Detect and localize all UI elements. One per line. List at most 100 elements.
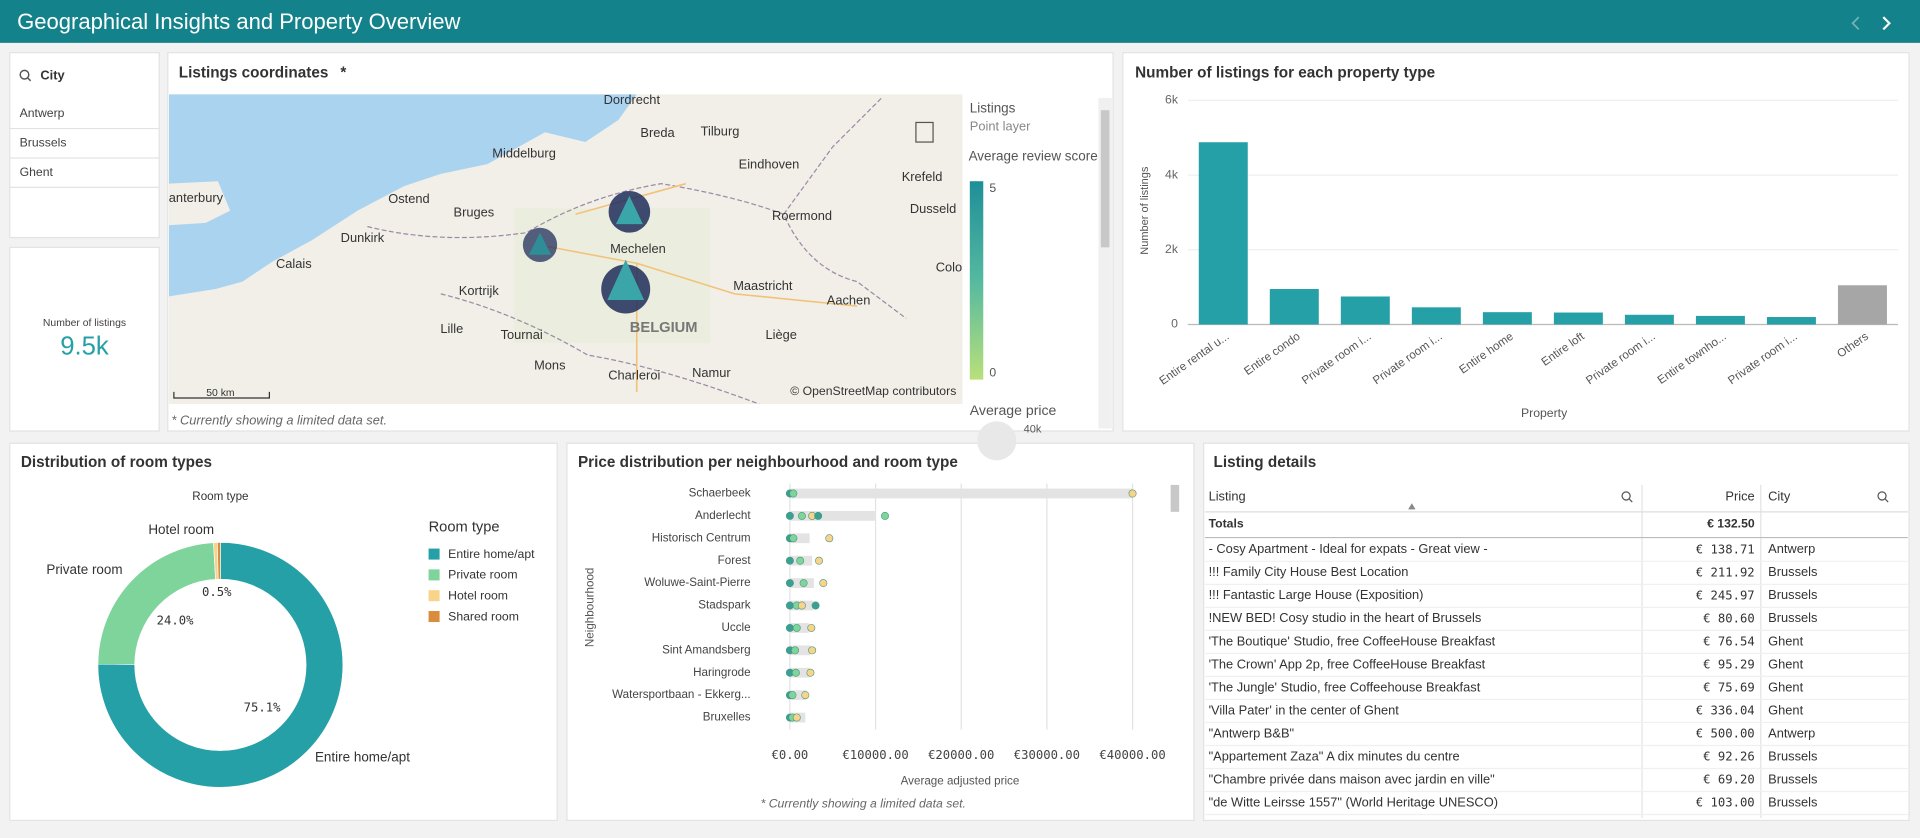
cell[interactable]: !NEW BED! Cosy studio in the heart of Br…	[1209, 610, 1482, 625]
bar[interactable]	[1482, 312, 1532, 325]
cell[interactable]: - Cosy Apartment - Ideal for expats - Gr…	[1209, 541, 1488, 556]
search-icon[interactable]	[19, 69, 30, 80]
dot[interactable]	[825, 534, 834, 543]
filter-item[interactable]: Brussels	[20, 135, 67, 149]
y-tick-label: Uccle	[722, 621, 751, 634]
cell: Brussels	[1768, 564, 1817, 579]
search-icon[interactable]	[1621, 491, 1631, 501]
dot[interactable]	[806, 668, 815, 677]
bar[interactable]	[1837, 285, 1887, 325]
cell[interactable]: !!! Fantastic Large House (Exposition)	[1209, 587, 1424, 602]
legend-label[interactable]: Shared room	[448, 609, 519, 623]
place-label: anterbury	[169, 190, 224, 205]
place-label: Namur	[692, 365, 731, 380]
y-tick-label: Schaerbeek	[689, 487, 751, 500]
dot[interactable]	[1128, 489, 1137, 498]
dot[interactable]	[881, 511, 889, 520]
dot[interactable]	[792, 623, 801, 632]
cell[interactable]: 'The Boutique' Studio, free CoffeeHouse …	[1209, 633, 1496, 648]
dot[interactable]	[799, 579, 808, 588]
dot[interactable]	[807, 623, 816, 632]
scrollbar-thumb[interactable]	[1100, 110, 1110, 248]
cell: Antwerp	[1768, 541, 1815, 556]
cell: € 75.69	[1703, 680, 1755, 694]
map[interactable]: Dordrecht Breda Tilburg Middelburg Eindhoven…	[169, 92, 963, 405]
dot[interactable]	[808, 646, 817, 655]
dot[interactable]	[819, 579, 828, 588]
search-icon[interactable]	[1877, 491, 1887, 501]
dot[interactable]	[797, 511, 806, 520]
x-tick-label: €20000.00	[928, 748, 994, 762]
dot[interactable]	[792, 713, 801, 722]
dot[interactable]	[811, 601, 820, 610]
dot[interactable]	[789, 534, 798, 543]
dot[interactable]	[815, 556, 824, 565]
y-tick-label: 0	[1171, 317, 1178, 331]
sort-indicator[interactable]	[1408, 503, 1416, 510]
dot[interactable]	[791, 646, 800, 655]
filter-item[interactable]: Antwerp	[20, 106, 65, 120]
cell[interactable]: "Chambre privée dans maison avec jardin …	[1209, 771, 1496, 786]
dot[interactable]	[785, 601, 794, 610]
dot[interactable]	[785, 556, 794, 565]
legend-swatch	[428, 548, 440, 560]
bar[interactable]	[1695, 315, 1745, 325]
place-label: Dordrecht	[604, 92, 661, 107]
bar[interactable]	[1553, 312, 1603, 325]
column-header[interactable]: Listing	[1209, 489, 1246, 504]
place-label: Dunkirk	[341, 230, 385, 245]
pie-slice[interactable]	[97, 542, 344, 788]
y-tick-label: 6k	[1165, 93, 1179, 107]
cell[interactable]: "Appartement Zaza" A dix minutes du cent…	[1209, 748, 1460, 763]
pie-slice[interactable]	[217, 542, 221, 580]
place-label: Tilburg	[701, 124, 740, 139]
column-header[interactable]: City	[1768, 489, 1791, 504]
dot[interactable]	[785, 579, 794, 588]
home-button[interactable]	[915, 121, 934, 143]
dot[interactable]	[801, 691, 810, 700]
y-tick-label: Bruxelles	[703, 711, 751, 724]
x-tick-label: €30000.00	[1014, 748, 1080, 762]
legend-label[interactable]: Hotel room	[448, 589, 508, 603]
next-sheet[interactable]	[1882, 16, 1891, 31]
bar[interactable]	[1411, 307, 1461, 325]
cell: € 103.00	[1696, 796, 1755, 810]
bar[interactable]	[1624, 314, 1674, 325]
bar[interactable]	[1340, 296, 1390, 325]
cell[interactable]: 'The Jungle' Studio, free Coffeehouse Br…	[1209, 679, 1481, 694]
y-tick-label: Watersportbaan - Ekkerg...	[612, 688, 750, 701]
bar[interactable]	[1269, 289, 1319, 325]
cell[interactable]: 'The Crown' App 2p, free CoffeeHouse Bre…	[1209, 656, 1486, 671]
range-bar	[789, 488, 1133, 499]
legend-title: Listings	[970, 101, 1016, 116]
filter-item[interactable]: Ghent	[20, 165, 54, 179]
dot[interactable]	[785, 623, 794, 632]
dot[interactable]	[788, 691, 797, 700]
dot[interactable]	[796, 556, 805, 565]
cell: Brussels	[1768, 610, 1817, 625]
cell[interactable]: !!! Family City House Best Location	[1209, 564, 1409, 579]
cell[interactable]: "Antwerp B&B"	[1209, 725, 1295, 740]
place-label: Bruges	[454, 204, 495, 219]
range-bar	[789, 690, 807, 701]
dot[interactable]	[791, 668, 800, 677]
cell: € 92.26	[1703, 749, 1755, 763]
prev-sheet[interactable]	[1851, 16, 1860, 31]
y-tick-label: Haringrode	[693, 666, 751, 679]
dot[interactable]	[814, 511, 823, 520]
place-label: Lille	[440, 321, 463, 336]
dot[interactable]	[797, 601, 806, 610]
attribution[interactable]: © OpenStreetMap contributors	[790, 384, 956, 398]
bar[interactable]	[1198, 142, 1248, 325]
color-legend	[969, 181, 984, 380]
legend-label[interactable]: Entire home/apt	[448, 547, 535, 561]
cell[interactable]: "de Witte Leirsse 1557" (World Heritage …	[1209, 794, 1498, 809]
cell[interactable]: 'Villa Pater' in the center of Ghent	[1209, 702, 1400, 717]
dot[interactable]	[785, 511, 794, 520]
column-header[interactable]: Price	[1725, 489, 1754, 504]
legend-label[interactable]: Private room	[448, 568, 517, 582]
legend-label: 5	[989, 181, 996, 195]
scrollbar-thumb[interactable]	[1170, 484, 1180, 512]
bar[interactable]	[1766, 317, 1816, 325]
dot[interactable]	[789, 489, 798, 498]
